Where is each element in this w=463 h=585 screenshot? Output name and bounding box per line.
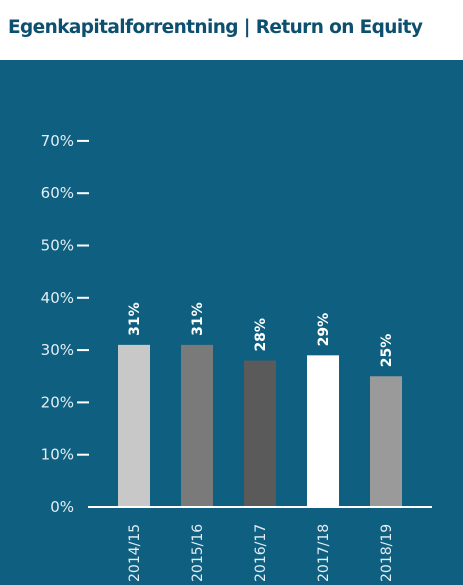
bar-2017-18 (307, 355, 339, 507)
y-tick-label: 20% (41, 393, 74, 411)
bar-2015-16 (181, 344, 213, 507)
bar-value-label: 25% (379, 334, 395, 368)
y-axis: 0% 10% 20% 30% 40% 50% 60% 70% (41, 132, 89, 516)
y-tick-label: 40% (41, 289, 74, 307)
x-category-label: 2018/19 (379, 524, 395, 582)
y-tick-label: 0% (50, 498, 74, 516)
bar-value-label: 29% (316, 313, 332, 347)
y-tick-label: 10% (41, 446, 74, 464)
bar-2014-15 (118, 344, 150, 507)
x-category-label: 2014/15 (127, 524, 143, 582)
y-tick-label: 50% (41, 237, 74, 255)
bar-value-label: 31% (127, 302, 143, 336)
bar-2016-17 (244, 360, 276, 507)
chart-title: Egenkapitalforrentning | Return on Equit… (8, 17, 423, 38)
y-tick-label: 60% (41, 184, 74, 202)
y-tick-label: 30% (41, 341, 74, 359)
x-category-label: 2016/17 (253, 524, 269, 582)
x-category-label: 2015/16 (190, 524, 206, 582)
x-axis: 2014/15 2015/16 2016/17 2017/18 2018/19 (88, 506, 432, 582)
bar-series: 31% 31% 28% 29% 25% (118, 302, 402, 507)
bar-value-label: 31% (190, 302, 206, 336)
bar-value-label: 28% (253, 318, 269, 352)
x-category-label: 2017/18 (316, 524, 332, 582)
y-tick-label: 70% (41, 132, 74, 150)
bar-2018-19 (370, 376, 402, 507)
